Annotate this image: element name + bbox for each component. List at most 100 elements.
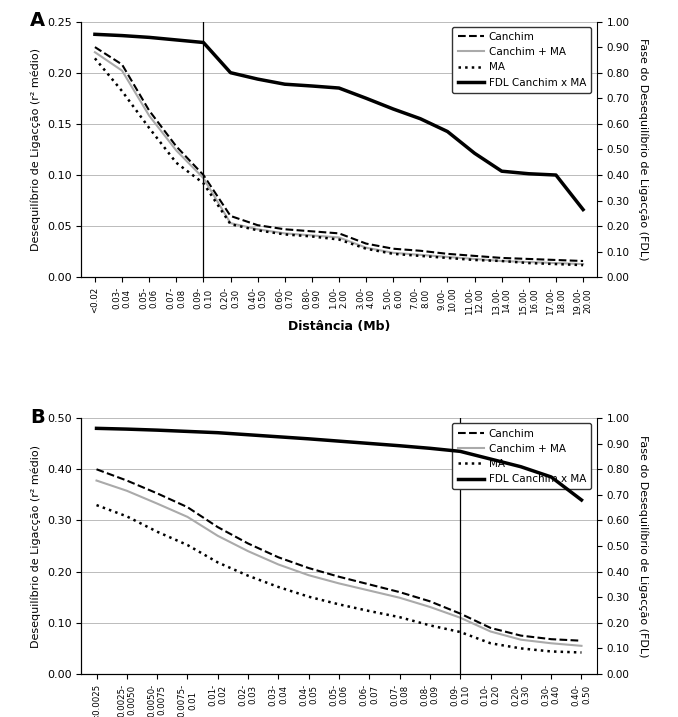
MA (335, 235, 343, 244)
MA (547, 647, 555, 656)
Canchim + MA (365, 587, 374, 595)
Canchim (395, 588, 403, 597)
Canchim + MA (275, 560, 283, 569)
MA (456, 627, 464, 636)
FDL Canchim x MA (183, 427, 191, 436)
FDL Canchim x MA (91, 30, 99, 39)
MA (91, 54, 99, 62)
Canchim (426, 597, 434, 606)
Canchim (214, 523, 222, 531)
FDL Canchim x MA (92, 424, 100, 432)
Canchim (525, 255, 533, 263)
MA (471, 256, 479, 265)
Canchim (304, 564, 313, 572)
Canchim + MA (426, 603, 434, 612)
FDL Canchim x MA (443, 127, 452, 136)
FDL Canchim x MA (118, 32, 126, 40)
Canchim + MA (395, 594, 403, 602)
MA (214, 558, 222, 566)
Canchim (498, 254, 506, 262)
FDL Canchim x MA (456, 447, 464, 456)
Canchim (123, 476, 131, 485)
Canchim + MA (498, 257, 506, 265)
FDL Canchim x MA (365, 439, 374, 447)
Canchim + MA (443, 252, 452, 261)
FDL Canchim x MA (275, 432, 283, 441)
Canchim (254, 221, 262, 229)
Canchim (92, 465, 100, 474)
MA (498, 257, 506, 265)
Line: FDL Canchim x MA: FDL Canchim x MA (96, 428, 582, 500)
Canchim (579, 257, 587, 265)
MA (362, 244, 370, 253)
Canchim (244, 539, 252, 548)
MA (416, 252, 424, 260)
Canchim + MA (92, 476, 100, 485)
Canchim + MA (123, 486, 131, 495)
FDL Canchim x MA (416, 115, 424, 123)
Line: MA: MA (95, 58, 583, 265)
Line: Canchim: Canchim (96, 470, 582, 641)
Y-axis label: Fase do Desequilíbrio de Ligacção (FDL): Fase do Desequilíbrio de Ligacção (FDL) (638, 38, 649, 261)
MA (443, 254, 452, 262)
Canchim (275, 553, 283, 561)
Canchim + MA (362, 243, 370, 252)
Canchim + MA (416, 250, 424, 259)
FDL Canchim x MA (214, 428, 222, 437)
FDL Canchim x MA (547, 473, 555, 481)
Canchim (487, 624, 495, 632)
FDL Canchim x MA (145, 33, 153, 42)
FDL Canchim x MA (226, 68, 235, 77)
Canchim (517, 631, 525, 640)
Canchim (365, 580, 374, 589)
MA (552, 260, 560, 268)
FDL Canchim x MA (335, 84, 343, 92)
MA (304, 592, 313, 601)
Canchim + MA (145, 111, 153, 120)
FDL Canchim x MA (498, 167, 506, 176)
Canchim + MA (91, 48, 99, 57)
MA (92, 500, 100, 509)
Canchim (416, 247, 424, 255)
FDL Canchim x MA (578, 495, 586, 504)
Canchim (91, 43, 99, 52)
Canchim + MA (517, 635, 525, 644)
MA (226, 220, 235, 229)
Canchim + MA (471, 255, 479, 263)
Canchim + MA (214, 531, 222, 540)
Canchim + MA (456, 613, 464, 622)
FDL Canchim x MA (552, 171, 560, 179)
MA (281, 230, 289, 239)
MA (244, 571, 252, 580)
FDL Canchim x MA (362, 94, 370, 103)
Canchim + MA (552, 259, 560, 267)
MA (183, 541, 191, 549)
Canchim (389, 244, 397, 253)
Canchim + MA (487, 627, 495, 636)
FDL Canchim x MA (525, 169, 533, 178)
Canchim (226, 212, 235, 220)
Canchim (456, 609, 464, 618)
FDL Canchim x MA (172, 36, 180, 44)
X-axis label: Distância (Mb): Distância (Mb) (288, 320, 390, 333)
Text: B: B (30, 408, 45, 427)
Legend: Canchim, Canchim + MA, MA, FDL Canchim x MA: Canchim, Canchim + MA, MA, FDL Canchim x… (452, 27, 591, 92)
Canchim + MA (183, 513, 191, 521)
Canchim + MA (389, 249, 397, 257)
MA (426, 621, 434, 630)
FDL Canchim x MA (579, 205, 587, 214)
MA (578, 648, 586, 657)
Canchim (153, 489, 161, 498)
MA (145, 123, 153, 132)
Line: Canchim + MA: Canchim + MA (96, 480, 582, 646)
Canchim + MA (118, 67, 126, 75)
Canchim + MA (304, 571, 313, 579)
FDL Canchim x MA (395, 442, 403, 450)
MA (275, 583, 283, 592)
MA (118, 87, 126, 95)
Canchim (362, 239, 370, 248)
Canchim (471, 252, 479, 260)
MA (389, 250, 397, 258)
FDL Canchim x MA (123, 424, 131, 433)
Canchim + MA (547, 639, 555, 647)
